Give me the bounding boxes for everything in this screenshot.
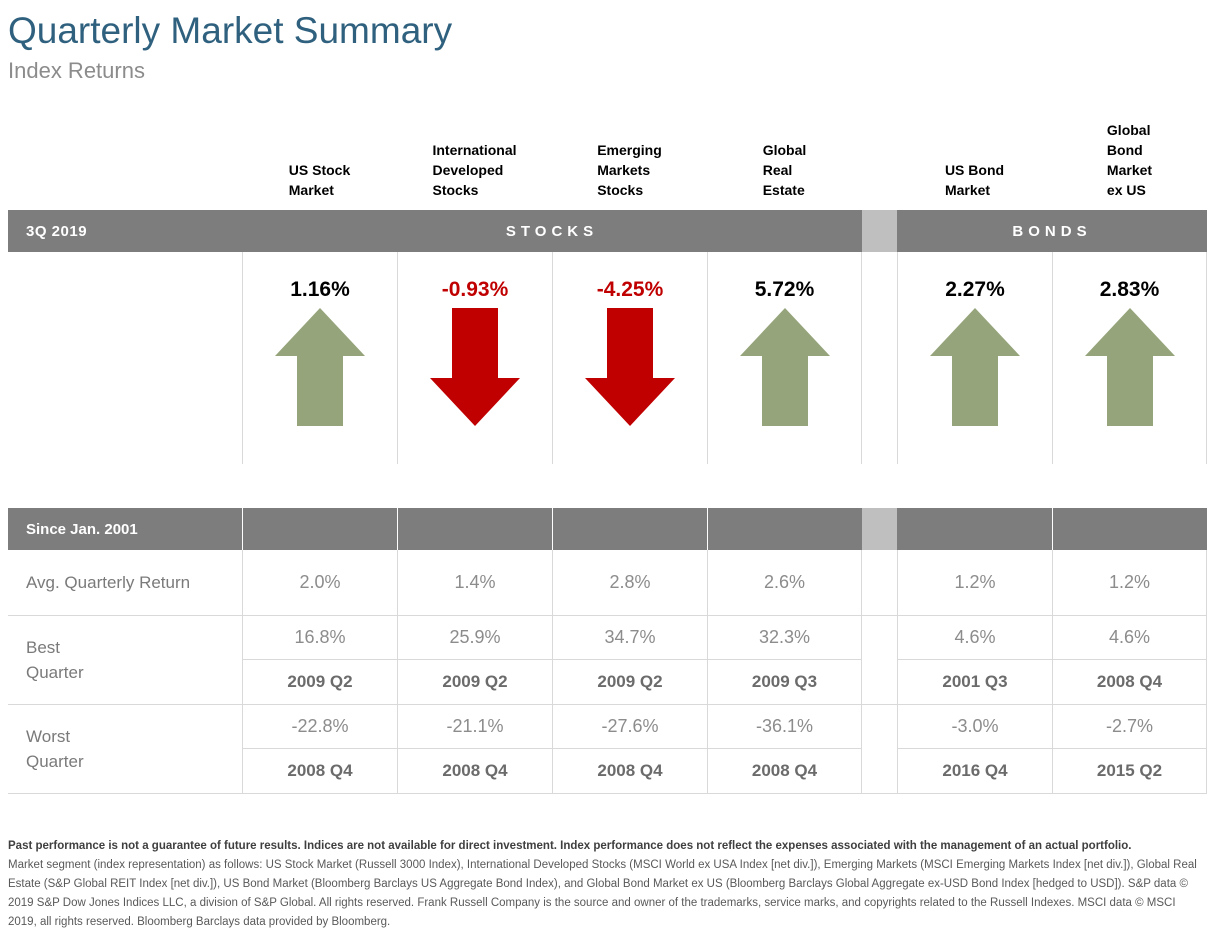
worst-quarter-rows: Worst Quarter -22.8% -21.1% -27.6% -36.1… [8, 705, 1207, 794]
table-cell: 2009 Q3 [707, 660, 862, 704]
return-cell-us-stock-market: 1.16% [242, 252, 397, 464]
since-bar-cell [707, 508, 862, 550]
table-cell: 2001 Q3 [897, 660, 1052, 704]
table-cell: 32.3% [707, 616, 862, 660]
return-value: 2.83% [1099, 278, 1160, 301]
column-header-label: Global Bond Market ex US [1106, 122, 1153, 198]
group-divider [862, 508, 897, 550]
section-spacer [8, 464, 1207, 508]
table-cell: -21.1% [397, 705, 552, 749]
table-cell: 1.4% [397, 550, 552, 615]
return-cell-global-bond-market-ex-us: 2.83% [1052, 252, 1207, 464]
period-header-bar: 3Q 2019 STOCKS BONDS [8, 210, 1207, 252]
return-cell-international-developed-stocks: -0.93% [397, 252, 552, 464]
up-arrow-icon [930, 308, 1020, 426]
quarterly-returns-row: 1.16% -0.93% -4.25% 5.72% 2.27% [8, 252, 1207, 464]
table-cell: 2009 Q2 [397, 660, 552, 704]
arrows-gap [862, 252, 897, 464]
since-bar-cell [1052, 508, 1207, 550]
column-header-international-developed-stocks: International Developed Stocks [397, 140, 552, 210]
row-label: Worst Quarter [26, 727, 84, 771]
table-cell: 2.6% [707, 550, 862, 615]
since-bar-cell [242, 508, 397, 550]
table-cell: 1.2% [897, 550, 1052, 615]
up-arrow-icon [1084, 308, 1175, 426]
table-cell: 2.8% [552, 550, 707, 615]
page-subtitle: Index Returns [8, 58, 145, 83]
since-bar-cell [897, 508, 1052, 550]
table-cell: 2.0% [242, 550, 397, 615]
table-cell: 2008 Q4 [397, 749, 552, 793]
return-value: 1.16% [290, 278, 350, 301]
table-cell: 2009 Q2 [552, 660, 707, 704]
table-cell: 16.8% [242, 616, 397, 660]
table-cell: 2009 Q2 [242, 660, 397, 704]
return-cell-us-bond-market: 2.27% [897, 252, 1052, 464]
table-cell: -2.7% [1052, 705, 1207, 749]
footnote-bold-text: Past performance is not a guarantee of f… [8, 840, 1132, 852]
table-cell: -27.6% [552, 705, 707, 749]
return-value: 5.72% [754, 278, 815, 301]
return-cell-emerging-markets-stocks: -4.25% [552, 252, 707, 464]
return-value: -4.25% [596, 278, 664, 301]
column-header-us-bond-market: US Bond Market [897, 160, 1052, 210]
row-label: Avg. Quarterly Return [26, 573, 191, 592]
stocks-group-header: STOCKS [242, 210, 862, 252]
best-quarter-rows: Best Quarter 16.8% 25.9% 34.7% 32.3% 4.6… [8, 616, 1207, 705]
table-cell: 1.2% [1052, 550, 1207, 615]
table-cell: -36.1% [707, 705, 862, 749]
table-cell: 34.7% [552, 616, 707, 660]
group-divider [862, 210, 897, 252]
table-gap [862, 550, 897, 615]
column-header-label: US Stock Market [288, 162, 351, 198]
table-cell: 4.6% [897, 616, 1052, 660]
down-arrow-icon [430, 308, 520, 426]
since-bar-cell [397, 508, 552, 550]
avg-quarterly-return-row: Avg. Quarterly Return 2.0% 1.4% 2.8% 2.6… [8, 550, 1207, 616]
table-cell: -3.0% [897, 705, 1052, 749]
column-header-label: Emerging Markets Stocks [597, 142, 662, 198]
return-cell-global-real-estate: 5.72% [707, 252, 862, 464]
table-cell: 25.9% [397, 616, 552, 660]
period-label: 3Q 2019 [8, 210, 242, 252]
column-header-label: US Bond Market [944, 162, 1005, 198]
footnote-body-text: Market segment (index representation) as… [8, 859, 1197, 928]
row-label: Best Quarter [26, 638, 84, 682]
up-arrow-icon [739, 308, 830, 426]
table-gap [862, 616, 897, 704]
table-cell: 2016 Q4 [897, 749, 1052, 793]
column-header-label: International Developed Stocks [432, 142, 517, 198]
table-cell: 4.6% [1052, 616, 1207, 660]
arrows-spacer [8, 252, 242, 464]
return-value: 2.27% [945, 278, 1005, 301]
table-cell: 2008 Q4 [552, 749, 707, 793]
up-arrow-icon [275, 308, 365, 426]
disclosure-footnote: Past performance is not a guarantee of f… [8, 836, 1207, 932]
table-cell: 2008 Q4 [242, 749, 397, 793]
column-header-us-stock-market: US Stock Market [242, 160, 397, 210]
table-cell: -22.8% [242, 705, 397, 749]
column-header-emerging-markets-stocks: Emerging Markets Stocks [552, 140, 707, 210]
table-gap [862, 705, 897, 793]
table-cell: 2008 Q4 [707, 749, 862, 793]
page-title: Quarterly Market Summary [8, 10, 453, 51]
table-cell: 2015 Q2 [1052, 749, 1207, 793]
return-value: -0.93% [441, 278, 509, 301]
since-label: Since Jan. 2001 [8, 508, 242, 550]
column-header-label: Global Real Estate [762, 142, 807, 198]
column-header-global-real-estate: Global Real Estate [707, 140, 862, 210]
column-header-global-bond-market-ex-us: Global Bond Market ex US [1052, 120, 1207, 210]
since-header-bar: Since Jan. 2001 [8, 508, 1207, 550]
bonds-group-header: BONDS [897, 210, 1207, 252]
down-arrow-icon [585, 308, 675, 426]
since-bar-cell [552, 508, 707, 550]
column-headers-row: US Stock Market International Developed … [8, 120, 1207, 210]
table-cell: 2008 Q4 [1052, 660, 1207, 704]
